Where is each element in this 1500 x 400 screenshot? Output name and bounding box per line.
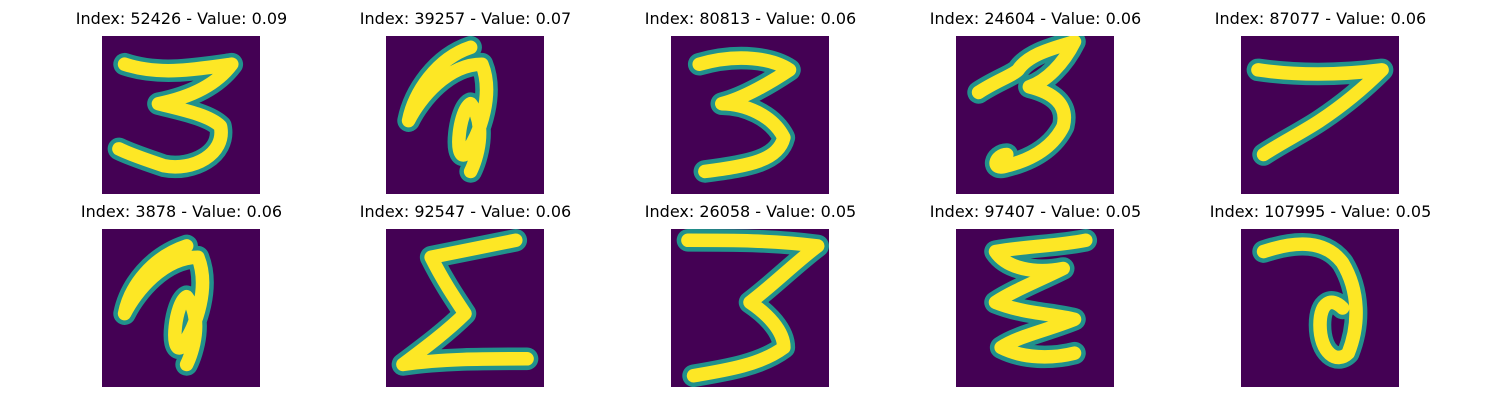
grid-panel-5: Index: 87077 - Value: 0.06 <box>1178 8 1463 194</box>
panel-title: Index: 52426 - Value: 0.09 <box>75 9 288 28</box>
grid-panel-2: Index: 39257 - Value: 0.07 <box>323 8 608 194</box>
glyph-stroke <box>692 51 797 179</box>
digit-image <box>956 229 1114 387</box>
grid-panel-4: Index: 24604 - Value: 0.06 <box>893 8 1178 194</box>
panel-title: Index: 26058 - Value: 0.05 <box>644 202 857 221</box>
glyph-stroke <box>117 239 210 372</box>
grid-panel-7: Index: 92547 - Value: 0.06 <box>323 201 608 387</box>
grid-panel-10: Index: 107995 - Value: 0.05 <box>1178 201 1463 387</box>
grid-panel-3: Index: 80813 - Value: 0.06 <box>608 8 893 194</box>
glyph-stroke <box>112 57 239 174</box>
digit-image <box>1241 36 1399 194</box>
panel-title: Index: 24604 - Value: 0.06 <box>929 9 1142 28</box>
digit-image <box>386 229 544 387</box>
digit-image <box>671 229 829 387</box>
glyph-stroke <box>681 233 825 383</box>
panel-title: Index: 92547 - Value: 0.06 <box>359 202 572 221</box>
glyph-stroke <box>401 40 494 179</box>
panel-title: Index: 97407 - Value: 0.05 <box>929 202 1142 221</box>
panel-title: Index: 39257 - Value: 0.07 <box>359 9 572 28</box>
panel-title: Index: 3878 - Value: 0.06 <box>80 202 283 221</box>
digit-image <box>102 36 260 194</box>
digit-image <box>386 36 544 194</box>
digit-image <box>671 36 829 194</box>
digit-image <box>956 36 1114 194</box>
digit-image <box>1241 229 1399 387</box>
glyph-stroke <box>971 36 1082 174</box>
panel-title: Index: 107995 - Value: 0.05 <box>1209 202 1432 221</box>
grid-panel-8: Index: 26058 - Value: 0.05 <box>608 201 893 387</box>
panel-title: Index: 87077 - Value: 0.06 <box>1214 9 1427 28</box>
grid-panel-6: Index: 3878 - Value: 0.06 <box>39 201 324 387</box>
digit-image <box>102 229 260 387</box>
panel-title: Index: 80813 - Value: 0.06 <box>644 9 857 28</box>
grid-panel-9: Index: 97407 - Value: 0.05 <box>893 201 1178 387</box>
glyph-stroke <box>1251 63 1389 162</box>
glyph-stroke <box>988 233 1093 364</box>
grid-panel-1: Index: 52426 - Value: 0.09 <box>39 8 324 194</box>
glyph-stroke <box>1256 237 1363 365</box>
glyph-stroke <box>396 233 534 372</box>
